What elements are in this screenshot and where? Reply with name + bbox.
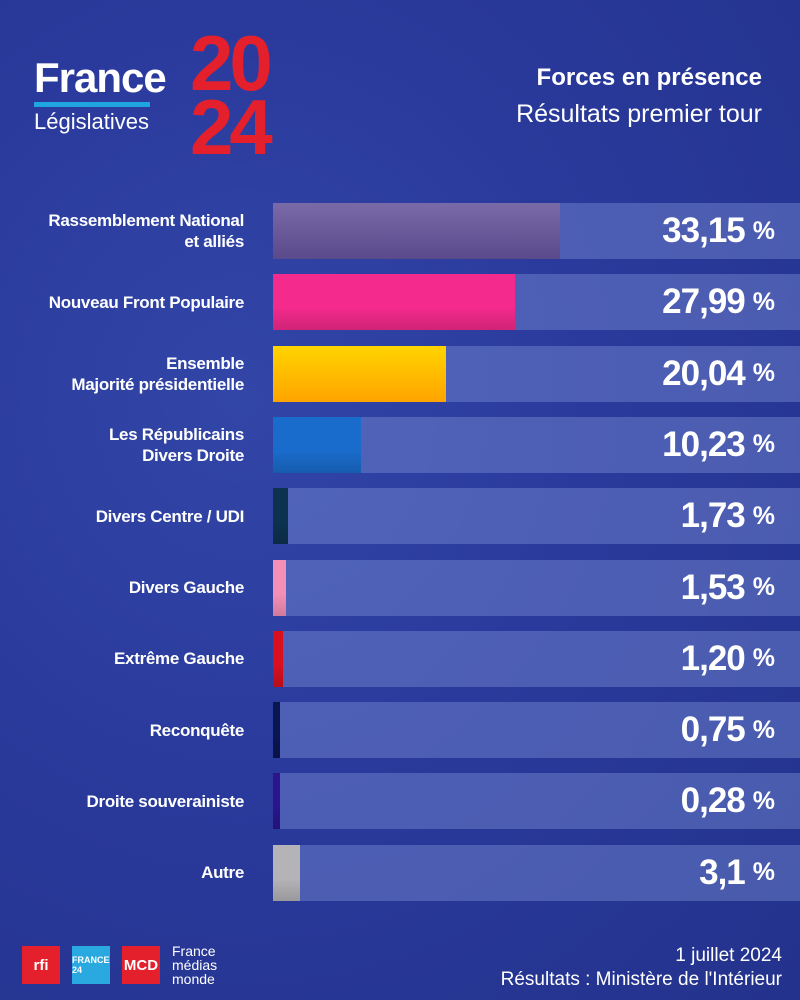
percent-sign: % xyxy=(752,430,775,459)
bar xyxy=(273,773,280,830)
bar-track xyxy=(273,773,800,830)
category-label: Les Républicains Divers Droite xyxy=(108,424,244,465)
bar-row: Nouveau Front Populaire 27,99% xyxy=(0,274,800,331)
source: Résultats : Ministère de l'Intérieur xyxy=(500,969,782,990)
percent-sign: % xyxy=(752,786,775,815)
value-number: 33,15 xyxy=(662,211,746,250)
percent-sign: % xyxy=(752,858,775,887)
value-number: 27,99 xyxy=(662,282,746,322)
bar-row: Ensemble Majorité présidentielle 20,04% xyxy=(0,345,800,402)
fmm-line: monde xyxy=(172,971,215,987)
logo-year-top: 20 xyxy=(190,19,273,107)
value-number: 1,53 xyxy=(680,567,746,607)
percent-sign: % xyxy=(752,715,775,744)
value-label: 27,99% xyxy=(662,274,775,330)
category-label: Ensemble Majorité présidentielle xyxy=(71,353,244,394)
header: Forces en présence Résultats premier tou… xyxy=(516,64,762,129)
date: 1 juillet 2024 xyxy=(675,945,782,966)
bar-row: Autre 3,1% xyxy=(0,844,800,901)
footer-source: 1 juillet 2024 Résultats : Ministère de … xyxy=(501,944,782,992)
bar xyxy=(273,488,288,545)
page-subtitle: Résultats premier tour xyxy=(516,100,762,128)
value-label: 33,15% xyxy=(662,203,775,259)
bar-row: Rassemblement National et alliés 33,15% xyxy=(0,203,800,259)
bar xyxy=(273,844,300,901)
bar xyxy=(273,702,280,759)
bar-row: Reconquête 0,75% xyxy=(0,702,800,759)
category-label: Autre xyxy=(201,863,244,883)
value-label: 20,04% xyxy=(662,346,775,402)
value-label: 1,73% xyxy=(680,488,775,544)
bar xyxy=(273,345,447,402)
france24-logo: FRANCE 24 xyxy=(72,946,110,984)
percent-sign: % xyxy=(752,359,775,388)
value-number: 10,23 xyxy=(662,424,746,464)
mcd-logo: MCD xyxy=(122,946,160,984)
category-label: Divers Centre / UDI xyxy=(95,506,245,526)
percent-sign: % xyxy=(752,573,775,601)
value-label: 1,53% xyxy=(680,560,775,616)
bar-track xyxy=(273,559,800,616)
bar xyxy=(273,416,362,473)
category-label: Rassemblement National et alliés xyxy=(48,211,244,251)
bar xyxy=(273,559,287,616)
value-label: 1,20% xyxy=(680,631,775,687)
category-label: Divers Gauche xyxy=(128,578,244,597)
category-label: Reconquête xyxy=(149,720,245,740)
bar-track xyxy=(273,844,800,901)
value-label: 0,28% xyxy=(680,773,775,829)
logo-subtitle: Législatives xyxy=(34,109,149,134)
value-number: 1,20 xyxy=(680,638,746,678)
value-number: 20,04 xyxy=(662,353,746,393)
bar-track xyxy=(273,488,800,545)
value-number: 0,75 xyxy=(680,710,746,750)
bar-row: Divers Centre / UDI 1,73% xyxy=(0,488,800,545)
rfi-logo: rfi xyxy=(22,946,60,984)
logo-year-bottom: 24 xyxy=(190,83,273,171)
bar-row: Divers Gauche 1,53% xyxy=(0,559,800,616)
bar xyxy=(273,203,560,259)
value-label: 10,23% xyxy=(662,417,775,473)
bar-row: Droite souverainiste 0,28% xyxy=(0,773,800,830)
category-label: Extrême Gauche xyxy=(114,649,244,669)
percent-sign: % xyxy=(752,501,775,530)
bar-track xyxy=(273,630,800,687)
fmm-line: France xyxy=(172,943,216,959)
bar xyxy=(273,274,516,331)
category-label: Nouveau Front Populaire xyxy=(48,292,245,312)
page-title: Forces en présence xyxy=(536,64,762,91)
france24-legislatives-logo: 20 24 France Législatives xyxy=(34,19,274,172)
bar xyxy=(273,630,284,687)
bar-row: Extrême Gauche 1,20% xyxy=(0,630,800,687)
category-label: Droite souverainiste xyxy=(86,791,245,811)
fmm-line: médias xyxy=(172,957,218,973)
percent-sign: % xyxy=(752,216,775,245)
footer-logos: rfi FRANCE 24 MCD France médias monde xyxy=(22,944,217,986)
bar-row: Les Républicains Divers Droite 10,23% xyxy=(0,416,800,473)
value-number: 1,73 xyxy=(680,496,746,536)
france-medias-monde-logo: France médias monde xyxy=(172,944,217,986)
value-number: 3,1 xyxy=(699,852,746,892)
percent-sign: % xyxy=(752,287,775,316)
bar-track xyxy=(273,702,800,759)
percent-sign: % xyxy=(752,644,775,673)
value-label: 0,75% xyxy=(680,702,775,758)
value-label: 3,1% xyxy=(699,845,775,901)
logo-underline xyxy=(34,102,150,107)
logo-brand: France xyxy=(34,54,167,101)
value-number: 0,28 xyxy=(680,781,746,821)
